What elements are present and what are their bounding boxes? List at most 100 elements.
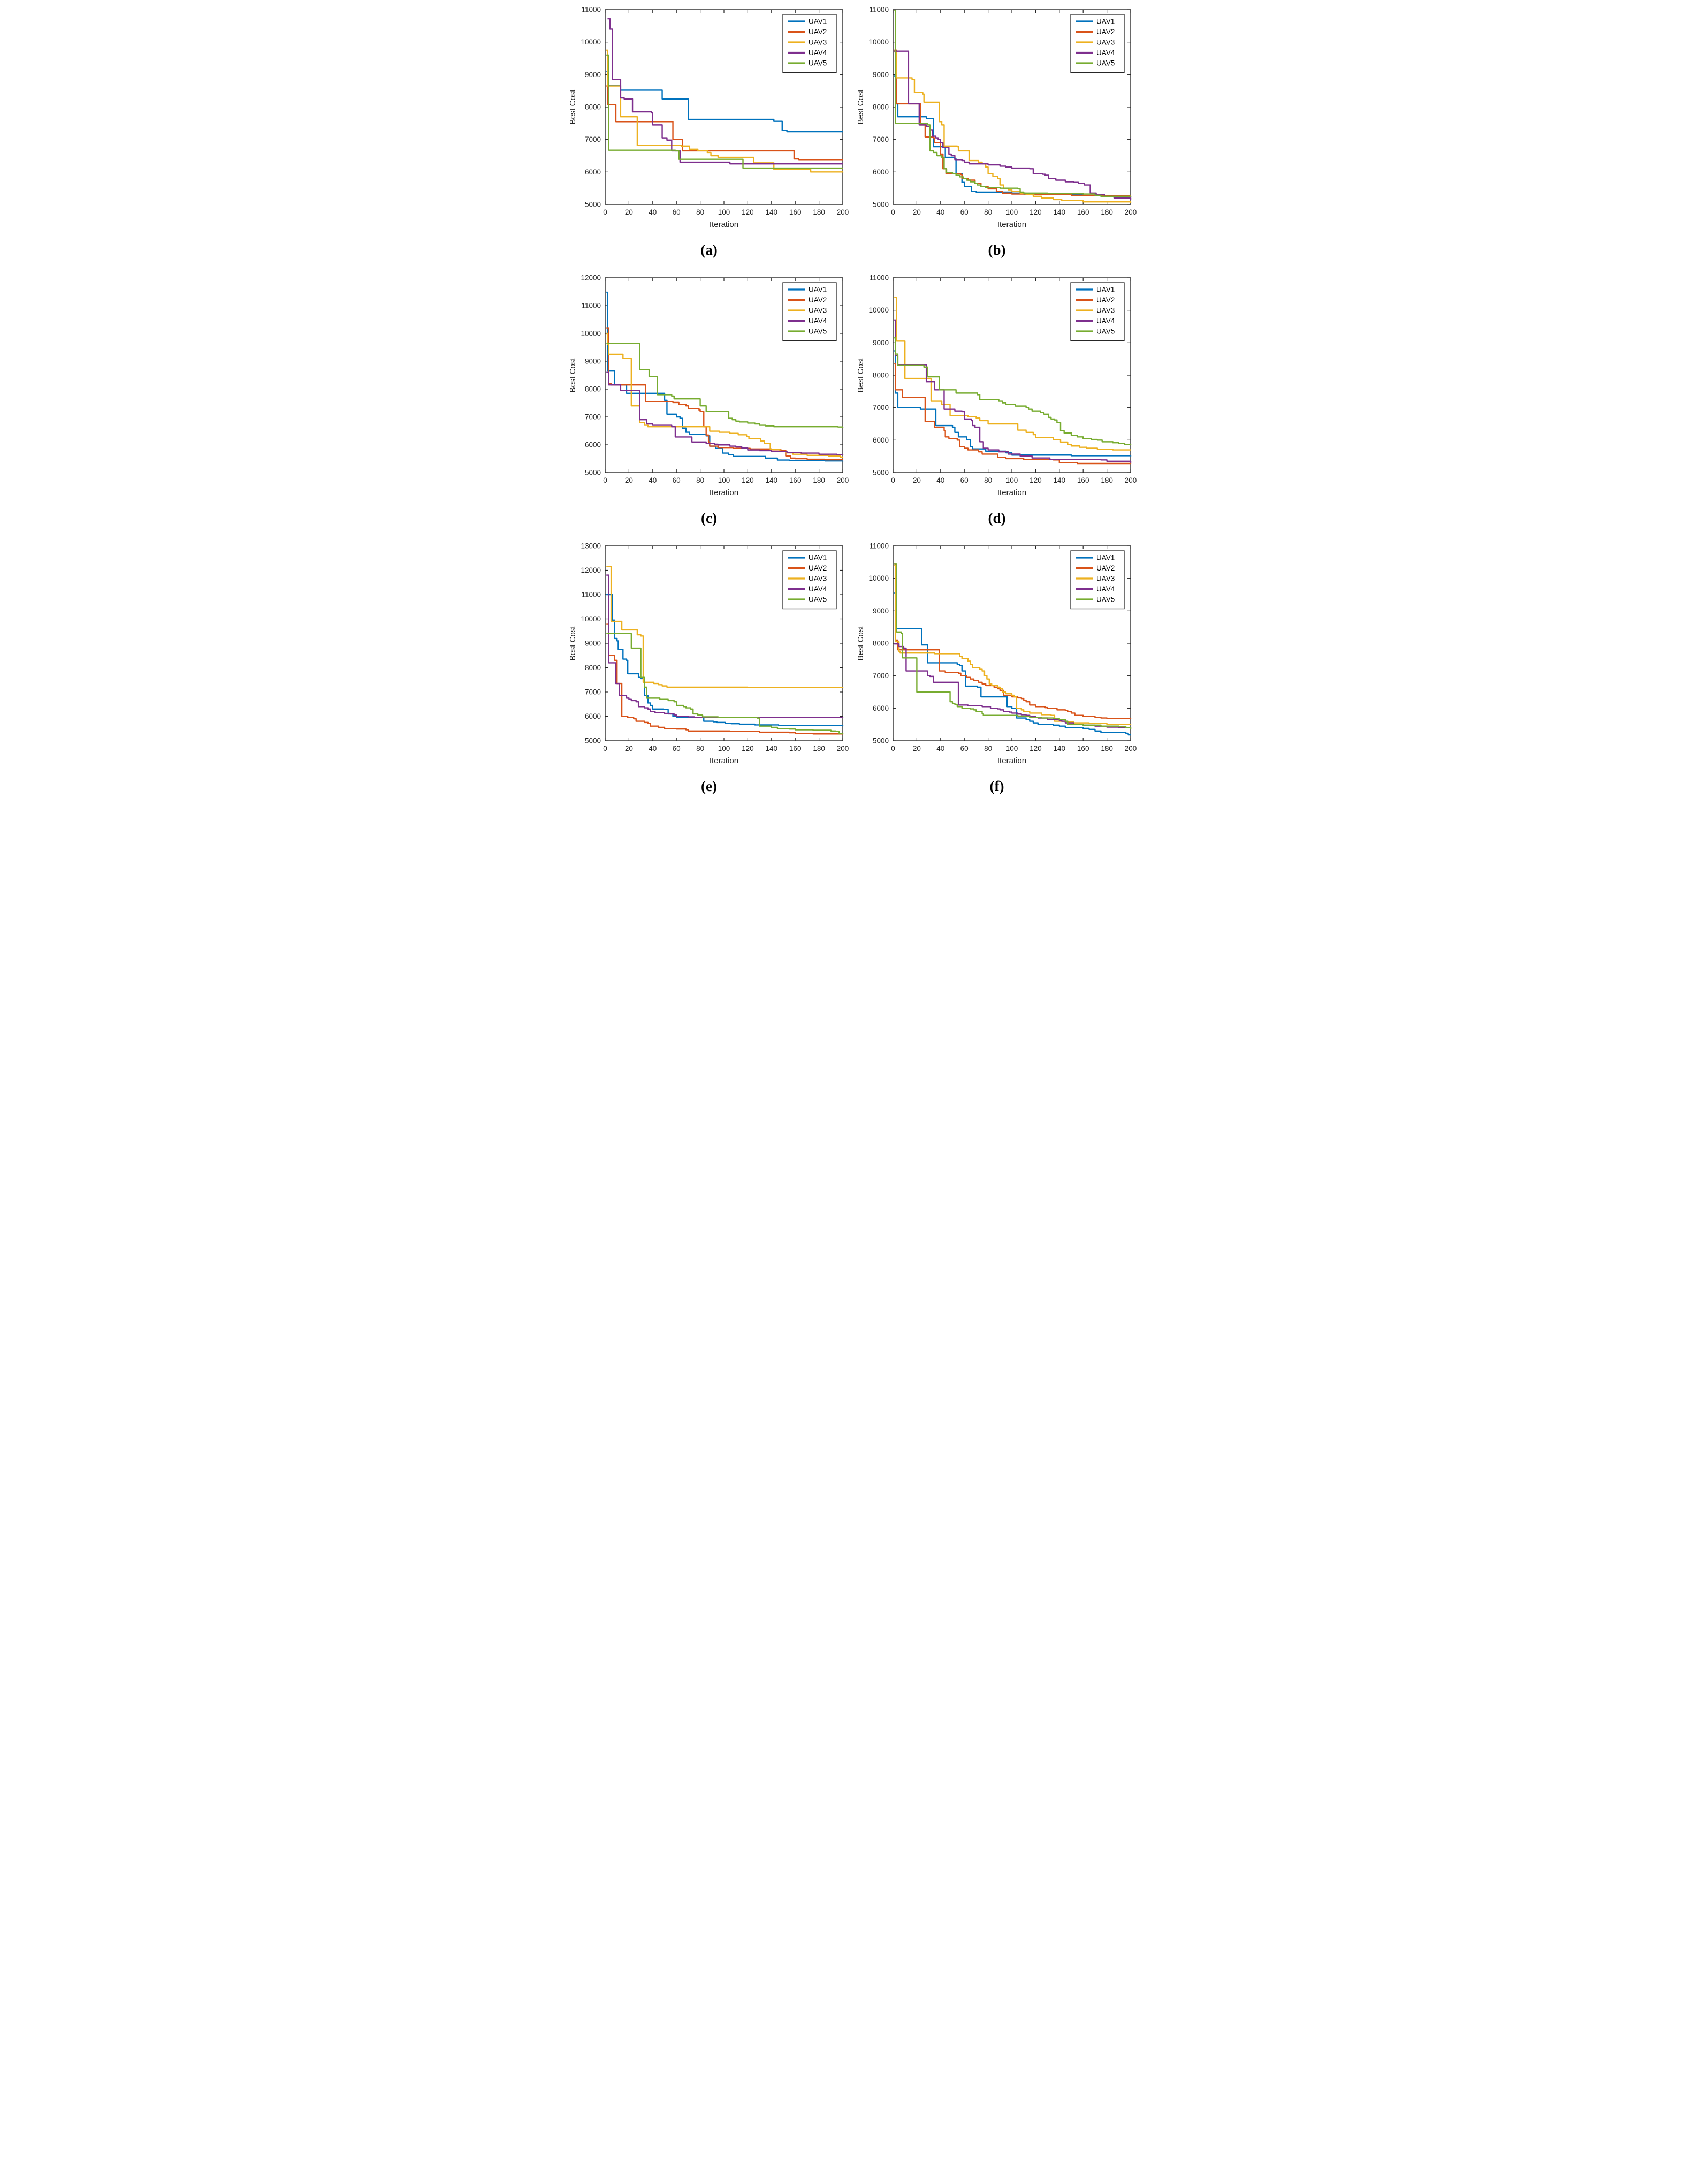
line-chart-e: 0 20 40 60 80 100 120 140 160 180 200 5000 6000 7000 8… (568, 542, 849, 766)
x-tick-label: 100 (1006, 744, 1018, 752)
y-tick-label: 8000 (873, 103, 889, 111)
series-line-uav2 (606, 623, 844, 735)
y-tick-label: 11000 (581, 302, 601, 310)
legend: UAV1 UAV2 UAV3 UAV4 UAV5 (782, 14, 837, 73)
legend-label-uav1: UAV1 (1096, 18, 1115, 26)
series-line-uav2 (606, 327, 844, 461)
legend-label-uav5: UAV5 (1096, 328, 1115, 336)
series-group (606, 566, 844, 735)
x-tick-label: 180 (813, 476, 825, 484)
legend: UAV1 UAV2 UAV3 UAV4 UAV5 (1070, 550, 1125, 610)
x-tick-label: 160 (789, 744, 802, 752)
x-tick-label: 80 (696, 476, 704, 484)
x-tick-label: 200 (837, 476, 849, 484)
x-tick-label: 40 (936, 476, 944, 484)
legend: UAV1 UAV2 UAV3 UAV4 UAV5 (782, 282, 837, 341)
line-chart-a: 0 20 40 60 80 100 120 140 160 180 200 5000 6000 7000 8… (568, 6, 849, 230)
series-line-uav1 (894, 592, 1131, 736)
legend-label-uav3: UAV3 (1096, 39, 1115, 47)
x-tick-label: 160 (789, 476, 802, 484)
x-tick-label: 180 (1101, 744, 1113, 752)
y-tick-label: 11000 (869, 542, 889, 550)
y-tick-label: 8000 (585, 664, 601, 672)
y-tick-label: 5000 (873, 469, 889, 477)
y-tick-label: 11000 (869, 274, 889, 282)
x-tick-label: 0 (603, 476, 607, 484)
series-group (894, 10, 1132, 203)
x-tick-label: 100 (1006, 208, 1018, 216)
x-tick-label: 40 (649, 208, 657, 216)
x-tick-label: 180 (1101, 476, 1113, 484)
x-tick-label: 200 (837, 744, 849, 752)
y-tick-label: 8000 (585, 103, 601, 111)
y-tick-label: 10000 (868, 38, 889, 46)
series-line-uav2 (894, 49, 1132, 197)
y-tick-label: 7000 (873, 672, 889, 680)
x-tick-label: 160 (1077, 476, 1089, 484)
axes: 0 20 40 60 80 100 120 140 160 180 200 5000 6000 7000 8… (856, 6, 1137, 230)
series-line-uav5 (894, 337, 1132, 446)
series-line-uav5 (606, 343, 844, 428)
y-tick-label: 10000 (581, 330, 601, 338)
series-line-uav5 (606, 633, 844, 735)
figure-c: 0 20 40 60 80 100 120 140 160 180 200 5000 6000 7000 8… (566, 272, 852, 527)
legend-label-uav3: UAV3 (809, 39, 827, 47)
y-tick-label: 9000 (873, 71, 889, 79)
axes: 0 20 40 60 80 100 120 140 160 180 200 5000 6000 7000 8… (856, 274, 1137, 498)
series-line-uav3 (894, 51, 1132, 203)
legend-label-uav3: UAV3 (1096, 307, 1115, 315)
legend-label-uav3: UAV3 (809, 307, 827, 315)
legend-label-uav4: UAV4 (1096, 317, 1115, 325)
x-tick-label: 20 (913, 208, 921, 216)
line-chart-b: 0 20 40 60 80 100 120 140 160 180 200 5000 6000 7000 8… (856, 6, 1137, 230)
legend-label-uav1: UAV1 (809, 554, 827, 562)
x-tick-label: 0 (891, 208, 895, 216)
legend-label-uav3: UAV3 (1096, 575, 1115, 583)
y-tick-label: 11000 (581, 6, 601, 14)
series-group (606, 291, 844, 462)
figure-caption-e: (e) (701, 778, 717, 794)
y-tick-label: 9000 (873, 607, 889, 615)
x-tick-label: 60 (960, 476, 969, 484)
figure-caption-b: (b) (988, 242, 1006, 258)
y-tick-label: 10000 (868, 574, 889, 582)
y-tick-label: 5000 (873, 201, 889, 209)
x-tick-label: 40 (649, 476, 657, 484)
y-tick-label: 10000 (581, 38, 601, 46)
y-tick-label: 7000 (585, 413, 601, 421)
x-tick-label: 160 (789, 208, 802, 216)
x-tick-label: 160 (1077, 744, 1089, 752)
x-tick-label: 100 (718, 208, 730, 216)
y-tick-label: 6000 (585, 441, 601, 449)
y-tick-label: 12000 (581, 566, 601, 574)
y-tick-label: 5000 (873, 737, 889, 745)
series-group (894, 563, 1132, 736)
series-group (894, 297, 1132, 465)
axes: 0 20 40 60 80 100 120 140 160 180 200 5000 6000 7000 8… (568, 542, 849, 766)
y-tick-label: 5000 (585, 469, 601, 477)
x-tick-label: 0 (891, 476, 895, 484)
legend-label-uav2: UAV2 (809, 28, 827, 36)
y-tick-label: 7000 (873, 135, 889, 143)
x-tick-label: 140 (1054, 744, 1066, 752)
series-line-uav1 (894, 350, 1132, 457)
x-tick-label: 140 (1054, 208, 1066, 216)
chart-b: 0 20 40 60 80 100 120 140 160 180 200 5000 6000 7000 8… (855, 4, 1139, 234)
y-tick-label: 8000 (873, 640, 889, 648)
x-tick-label: 60 (673, 744, 681, 752)
line-chart-c: 0 20 40 60 80 100 120 140 160 180 200 5000 6000 7000 8… (568, 274, 849, 498)
series-line-uav4 (894, 50, 1132, 200)
y-tick-label: 7000 (873, 404, 889, 412)
axes: 0 20 40 60 80 100 120 140 160 180 200 5000 6000 7000 8… (568, 6, 849, 230)
y-tick-label: 11000 (869, 6, 889, 14)
chart-a: 0 20 40 60 80 100 120 140 160 180 200 5000 6000 7000 8… (567, 4, 851, 234)
y-axis-label: Best Cost (568, 358, 577, 393)
y-tick-label: 7000 (585, 688, 601, 696)
y-axis-label: Best Cost (856, 89, 865, 125)
chart-d: 0 20 40 60 80 100 120 140 160 180 200 5000 6000 7000 8… (855, 272, 1139, 503)
x-tick-label: 100 (718, 476, 730, 484)
y-axis-label: Best Cost (856, 626, 865, 661)
chart-f: 0 20 40 60 80 100 120 140 160 180 200 5000 6000 7000 8… (855, 541, 1139, 771)
x-tick-label: 120 (742, 476, 754, 484)
axes: 0 20 40 60 80 100 120 140 160 180 200 5000 6000 7000 8… (856, 542, 1137, 766)
